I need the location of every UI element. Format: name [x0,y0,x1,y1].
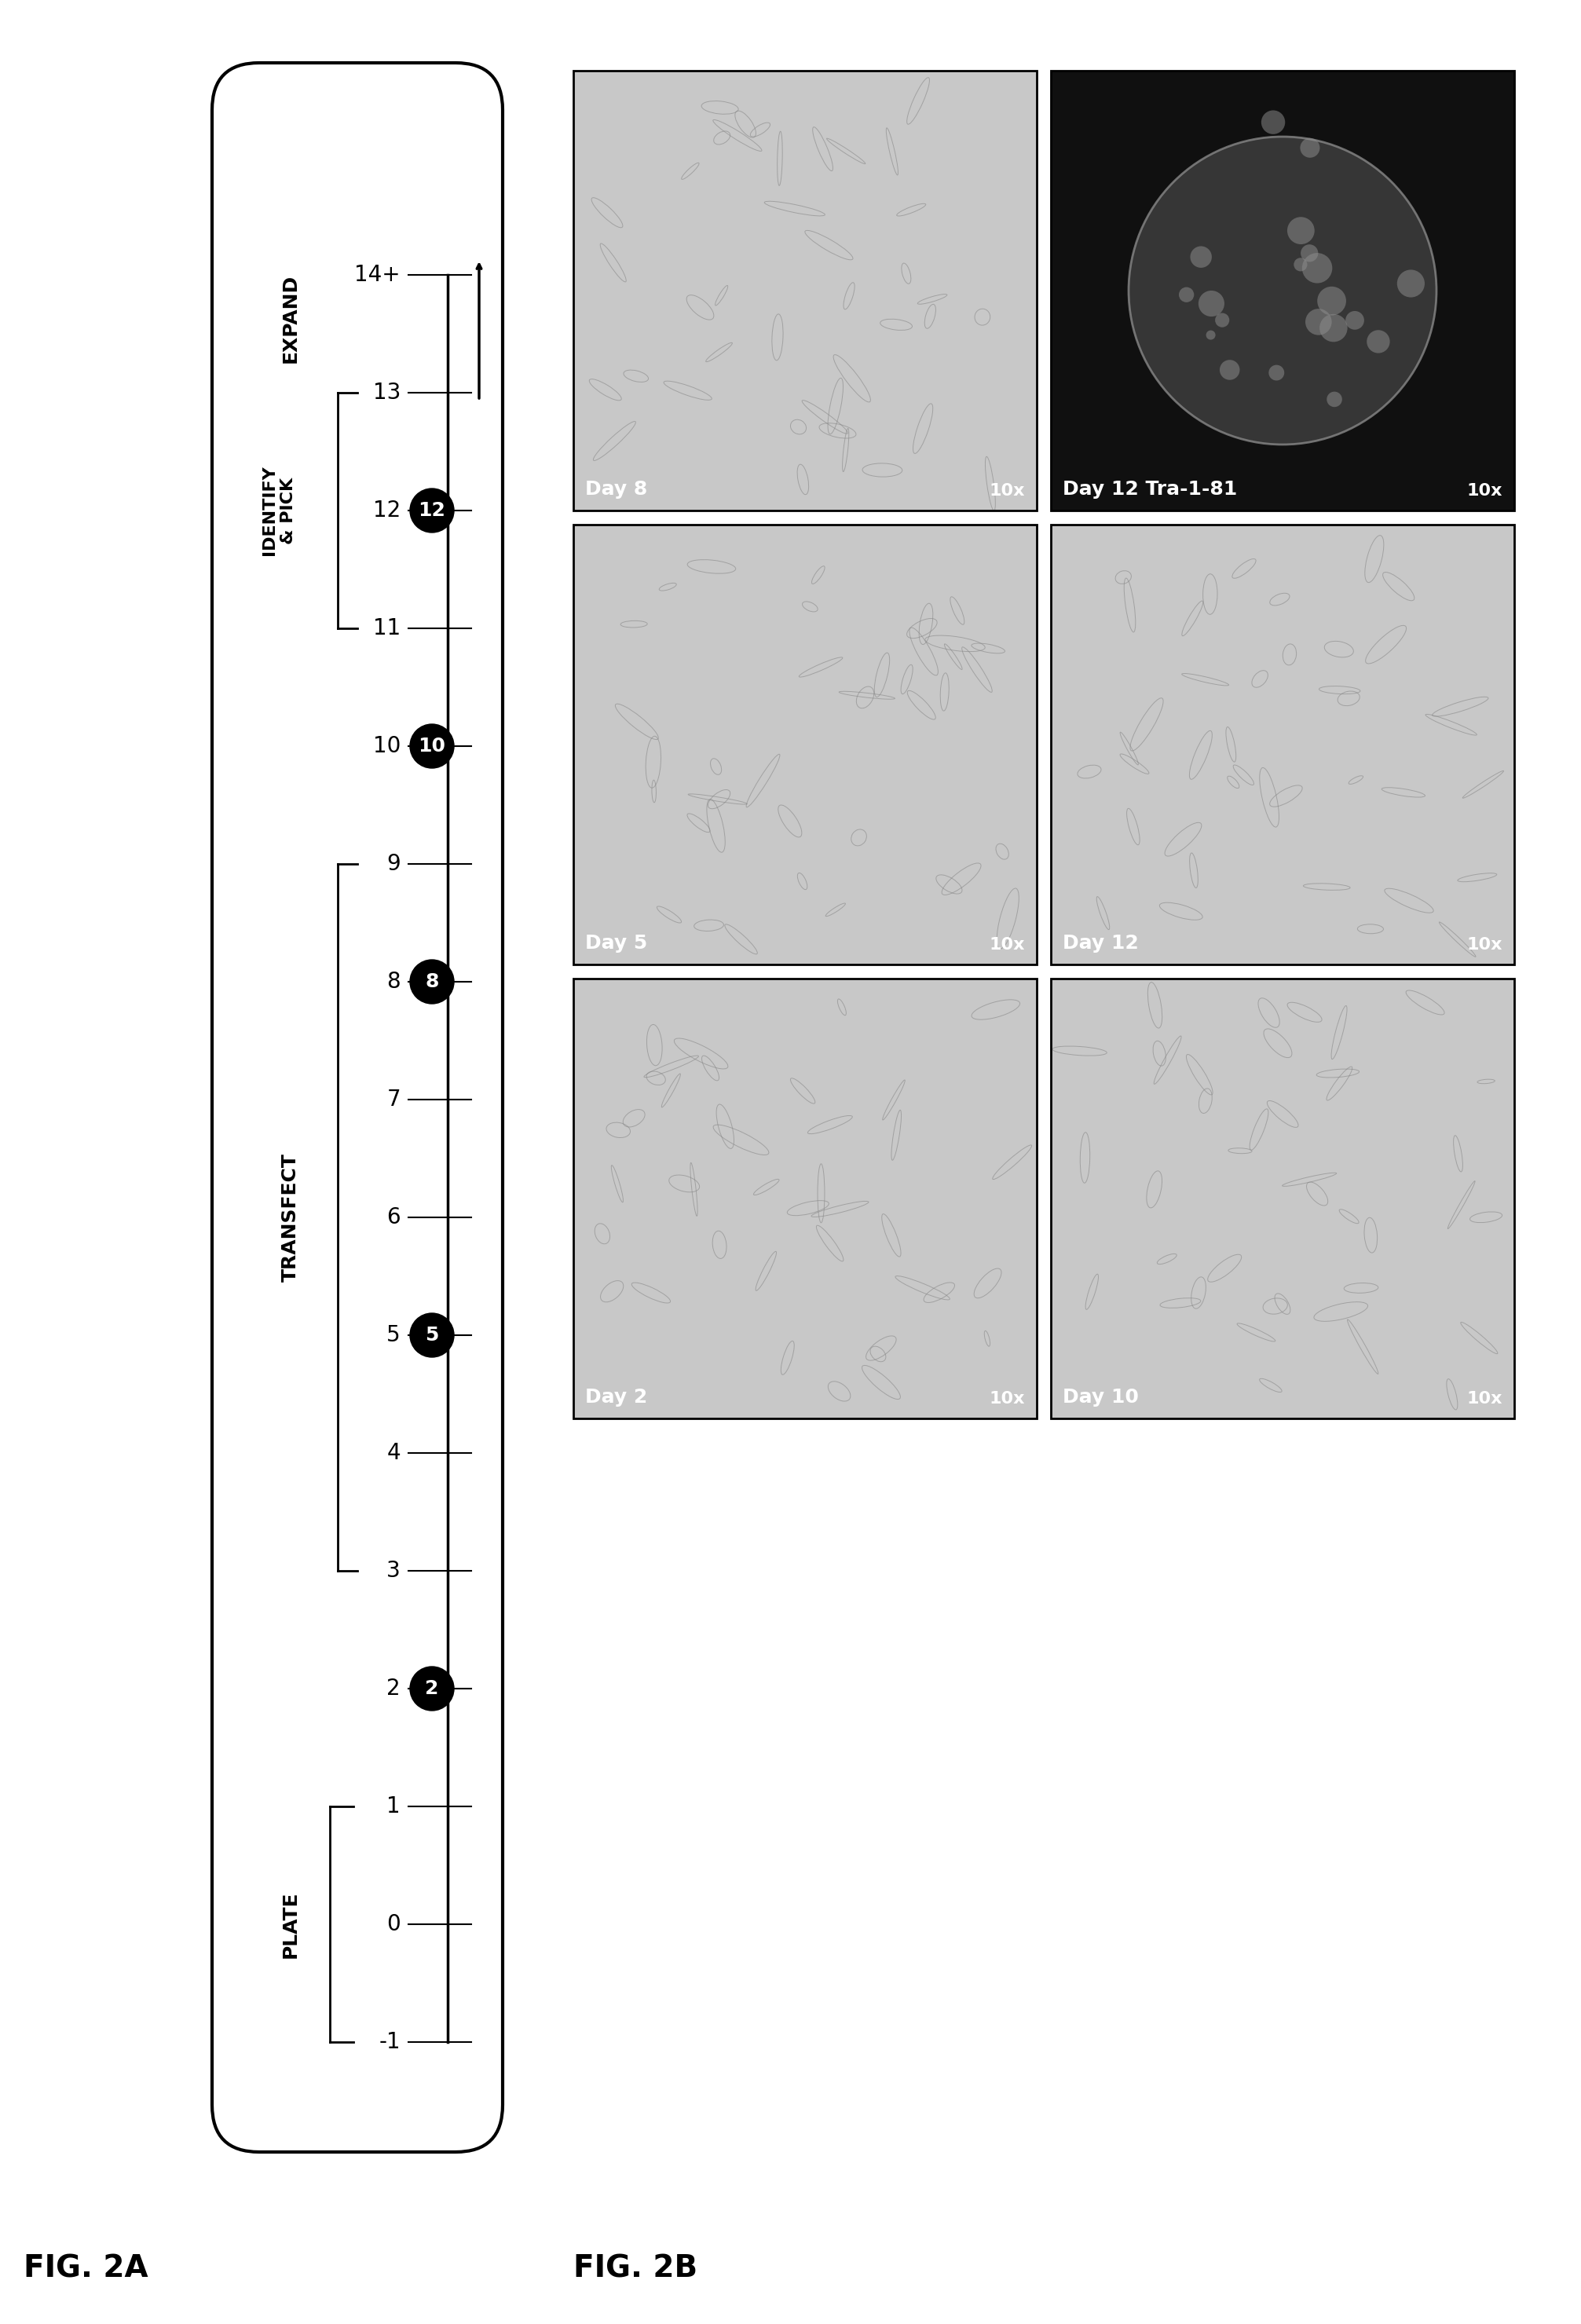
Text: Day 12: Day 12 [1062,934,1138,953]
Circle shape [1216,314,1230,328]
Text: Day 8: Day 8 [585,479,647,500]
Text: 10x: 10x [1467,1392,1502,1406]
Bar [574,525,1037,964]
Circle shape [1300,137,1320,158]
Circle shape [1306,309,1331,335]
Text: 12: 12 [373,500,400,521]
Text: 4: 4 [387,1441,400,1464]
Bar [574,70,1037,511]
Text: 12: 12 [419,502,446,521]
Circle shape [409,1313,454,1357]
Text: EXPAND: EXPAND [281,274,300,363]
Text: 10x: 10x [990,1392,1024,1406]
Circle shape [1303,253,1333,284]
Text: 13: 13 [373,381,400,404]
Bar [1051,70,1515,511]
Text: 9: 9 [387,853,400,874]
Circle shape [1317,286,1345,316]
Circle shape [1179,288,1194,302]
Bar [574,70,1037,511]
Bar [1051,978,1515,1418]
Text: 10x: 10x [1467,483,1502,500]
Circle shape [409,960,454,1004]
Circle shape [1366,330,1390,353]
Text: Day 5: Day 5 [585,934,647,953]
Bar [574,525,1037,964]
Text: 14+: 14+ [354,265,400,286]
Text: 0: 0 [387,1913,400,1936]
Circle shape [409,488,454,532]
Bar [574,978,1037,1418]
Circle shape [409,725,454,769]
Bar [1051,978,1515,1418]
Circle shape [1190,246,1211,267]
Circle shape [1198,290,1224,316]
Text: 10x: 10x [1467,937,1502,953]
Text: 1: 1 [387,1796,400,1817]
Text: Day 2: Day 2 [585,1387,647,1406]
Text: Day 10: Day 10 [1062,1387,1138,1406]
Text: TRANSFECT: TRANSFECT [281,1153,300,1283]
Text: 5: 5 [387,1325,400,1346]
Text: PLATE: PLATE [281,1892,300,1957]
Bar [1051,525,1515,964]
Text: 7: 7 [387,1088,400,1111]
Circle shape [1287,216,1314,244]
Text: 10x: 10x [990,937,1024,953]
Text: 3: 3 [387,1559,400,1583]
Circle shape [1268,365,1284,381]
Text: -1: -1 [379,2031,400,2052]
Text: 10x: 10x [990,483,1024,500]
FancyBboxPatch shape [212,63,503,2152]
Bar [1051,70,1515,511]
Text: 2: 2 [425,1680,440,1699]
Circle shape [1301,244,1319,263]
Text: 11: 11 [373,618,400,639]
Circle shape [1398,270,1424,297]
Text: FIG. 2A: FIG. 2A [24,2254,149,2284]
Circle shape [1293,258,1307,272]
Text: 10: 10 [373,734,400,758]
Circle shape [1129,137,1437,444]
Circle shape [1326,393,1342,407]
Text: 8: 8 [387,971,400,992]
Text: FIG. 2B: FIG. 2B [574,2254,697,2284]
Bar [574,978,1037,1418]
Bar [1051,525,1515,964]
Text: 8: 8 [425,971,440,990]
Text: Day 12 Tra-1-81: Day 12 Tra-1-81 [1062,479,1238,500]
Circle shape [409,1666,454,1710]
Text: 6: 6 [387,1206,400,1229]
Text: IDENTIFY
& PICK: IDENTIFY & PICK [262,465,296,555]
Circle shape [1320,314,1347,342]
Text: 2: 2 [387,1678,400,1699]
Circle shape [1345,311,1364,330]
Text: 5: 5 [425,1325,440,1346]
Circle shape [1262,109,1285,135]
Circle shape [1219,360,1240,379]
Text: 10: 10 [419,737,446,755]
Circle shape [1206,330,1216,339]
